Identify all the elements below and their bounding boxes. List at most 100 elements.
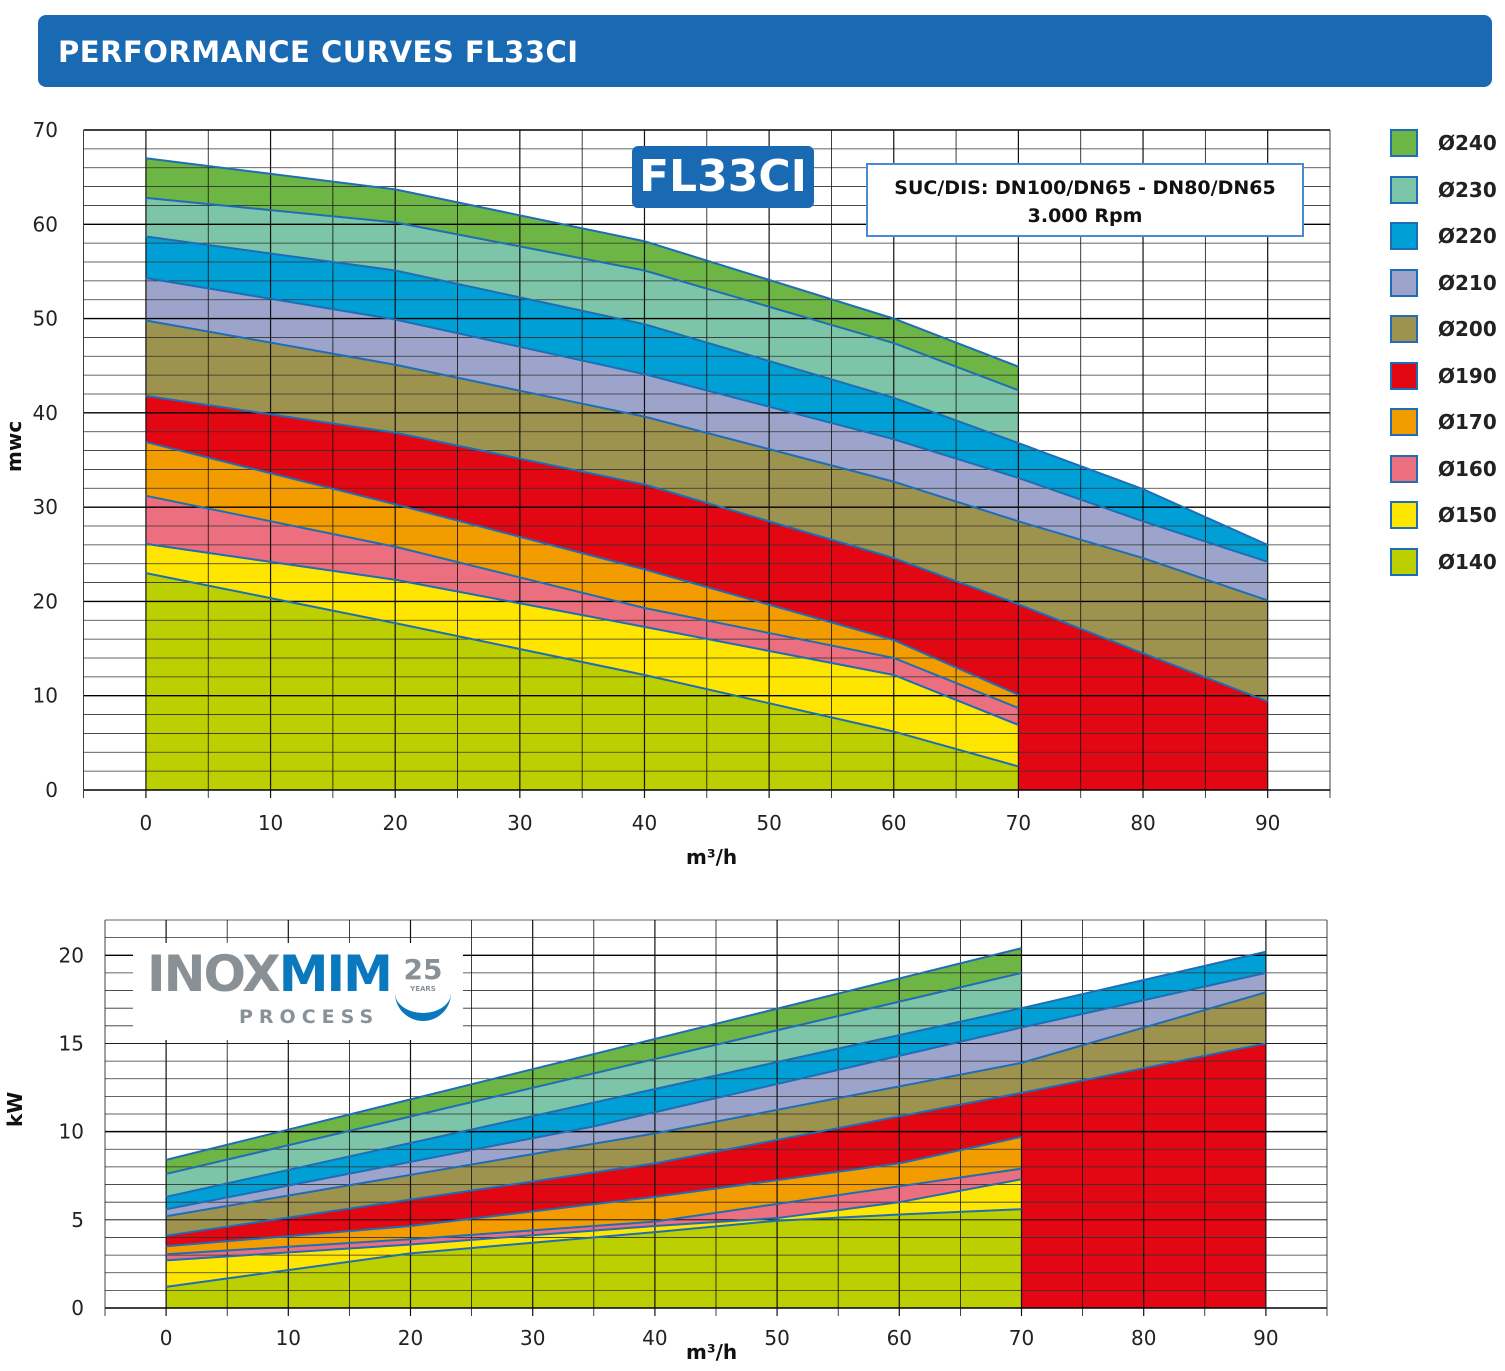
legend-label: Ø220 <box>1438 224 1497 248</box>
legend-label: Ø200 <box>1438 317 1497 341</box>
model-badge: FL33CI <box>632 146 814 208</box>
info-box: SUC/DIS: DN100/DN65 - DN80/DN65 3.000 Rp… <box>866 163 1304 237</box>
legend-item: Ø200 <box>1390 315 1497 362</box>
legend-swatch <box>1390 315 1418 343</box>
x-tick-label: 20 <box>398 1326 423 1350</box>
y-tick-label: 10 <box>33 684 58 708</box>
series-line-d240 <box>145 157 1019 368</box>
x-tick-label: 10 <box>276 1326 301 1350</box>
legend: Ø240 Ø230 Ø220 Ø210 Ø200 Ø190 Ø170 Ø160 Ø150 Ø140 <box>1390 129 1497 594</box>
legend-label: Ø240 <box>1438 131 1497 155</box>
legend-item: Ø140 <box>1390 547 1497 595</box>
bottom-x-axis-label: m³/h <box>686 1340 738 1364</box>
x-tick-label: 50 <box>764 1326 789 1350</box>
legend-swatch <box>1390 501 1418 529</box>
x-tick-label: 30 <box>520 1326 545 1350</box>
bottom-y-axis-label: kW <box>3 1091 27 1127</box>
legend-label: Ø230 <box>1438 177 1497 202</box>
logo-wordmark: INOXMIM <box>147 949 393 999</box>
series-line-d240 <box>165 947 1022 1161</box>
x-tick-label: 50 <box>756 811 781 835</box>
legend-item: Ø170 <box>1390 408 1497 455</box>
legend-label: Ø170 <box>1438 410 1497 434</box>
series-line-d220 <box>145 235 1269 546</box>
legend-item: Ø190 <box>1390 361 1497 409</box>
legend-swatch <box>1390 268 1418 297</box>
legend-swatch <box>1390 454 1418 483</box>
y-tick-label: 5 <box>71 1208 84 1232</box>
series-line-d150 <box>145 542 1019 726</box>
logo-years-label: YEARS <box>410 985 436 993</box>
x-tick-label: 70 <box>1009 1326 1034 1350</box>
x-tick-label: 80 <box>1130 811 1155 835</box>
legend-item: Ø210 <box>1390 268 1497 316</box>
legend-item: Ø240 <box>1390 129 1497 176</box>
legend-label: Ø210 <box>1438 270 1497 295</box>
x-tick-label: 40 <box>632 811 657 835</box>
x-tick-label: 60 <box>881 811 906 835</box>
logo-inox: INOX <box>147 945 281 1003</box>
page-title: PERFORMANCE CURVES FL33CI <box>58 35 579 69</box>
y-tick-label: 50 <box>33 307 58 331</box>
series-line-d210 <box>165 971 1267 1211</box>
legend-item: Ø150 <box>1390 501 1497 548</box>
series-line-d220 <box>165 950 1267 1198</box>
series-line-d190 <box>145 394 1269 703</box>
x-tick-label: 40 <box>642 1326 667 1350</box>
anniversary-badge: 25 YEARS <box>395 955 451 1021</box>
series-line-d170 <box>166 1135 1022 1248</box>
legend-swatch <box>1390 222 1418 250</box>
y-tick-label: 10 <box>59 1120 84 1144</box>
x-tick-label: 0 <box>160 1326 173 1350</box>
x-tick-label: 80 <box>1131 1326 1156 1350</box>
info-rpm: 3.000 Rpm <box>1027 205 1143 227</box>
logo-years: 25 <box>403 953 443 986</box>
x-tick-label: 0 <box>140 811 153 835</box>
legend-label: Ø140 <box>1438 549 1497 574</box>
x-tick-label: 20 <box>382 811 407 835</box>
legend-item: Ø160 <box>1390 454 1497 502</box>
series-line-d140 <box>145 572 1019 768</box>
x-tick-label: 90 <box>1253 1326 1278 1350</box>
series-line-d150 <box>166 1178 1022 1262</box>
y-tick-label: 15 <box>59 1031 84 1055</box>
legend-swatch <box>1390 547 1418 576</box>
header-bar: PERFORMANCE CURVES FL33CI <box>38 15 1492 87</box>
legend-label: Ø150 <box>1438 503 1497 527</box>
y-tick-label: 0 <box>45 778 58 802</box>
series-line-d170 <box>145 441 1019 696</box>
legend-label: Ø190 <box>1438 363 1497 388</box>
legend-item: Ø230 <box>1390 175 1497 223</box>
series-line-d160 <box>145 494 1019 709</box>
top-y-axis-label: mwc <box>2 420 26 472</box>
y-tick-label: 60 <box>33 212 58 236</box>
legend-item: Ø220 <box>1390 222 1497 269</box>
legend-swatch <box>1390 175 1418 204</box>
series-line-d200 <box>165 991 1267 1218</box>
info-connections: SUC/DIS: DN100/DN65 - DN80/DN65 <box>894 177 1276 199</box>
series-line-d230 <box>145 196 1019 392</box>
y-tick-label: 70 <box>33 118 58 142</box>
top-x-axis-label: m³/h <box>686 845 738 869</box>
y-tick-label: 20 <box>33 589 58 613</box>
legend-label: Ø160 <box>1438 456 1497 481</box>
y-tick-label: 0 <box>71 1296 84 1320</box>
x-tick-label: 30 <box>507 811 532 835</box>
series-line-d190 <box>165 1042 1267 1237</box>
series-line-d140 <box>165 1208 1022 1288</box>
x-tick-label: 70 <box>1006 811 1031 835</box>
series-line-d200 <box>145 319 1269 602</box>
logo-mim: MIM <box>278 945 393 1003</box>
y-tick-label: 30 <box>33 495 58 519</box>
series-line-d210 <box>145 277 1268 563</box>
x-tick-label: 10 <box>258 811 283 835</box>
logo-process: PROCESS <box>239 1006 380 1028</box>
inoxmim-logo: INOXMIM PROCESS 25 YEARS <box>133 943 463 1040</box>
x-tick-label: 90 <box>1255 811 1280 835</box>
x-tick-label: 60 <box>887 1326 912 1350</box>
y-tick-label: 40 <box>33 401 58 425</box>
y-tick-label: 20 <box>59 943 84 967</box>
series-line-d230 <box>165 971 1022 1175</box>
legend-swatch <box>1390 361 1418 390</box>
